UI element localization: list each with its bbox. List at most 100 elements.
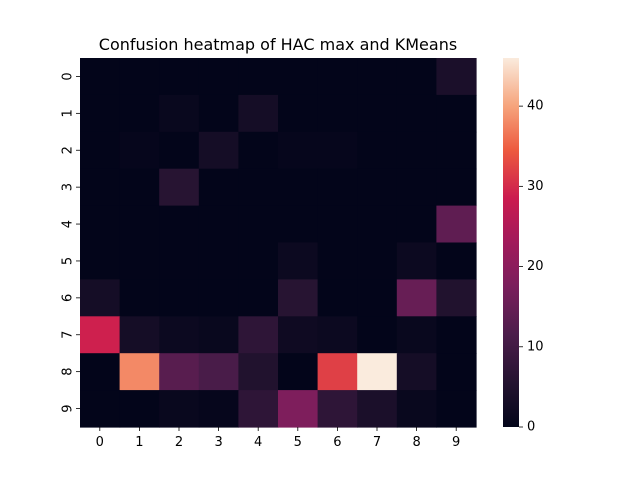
heatmap-cell xyxy=(317,279,358,317)
heatmap-cell xyxy=(436,390,477,428)
heatmap-cell xyxy=(436,58,477,96)
heatmap-cell xyxy=(278,242,319,280)
heatmap-cell xyxy=(238,279,279,317)
heatmap-cell xyxy=(278,390,319,428)
heatmap-cell xyxy=(80,131,121,170)
heatmap-cell xyxy=(436,94,477,133)
colorbar-ticks: 0 10 20 30 40 xyxy=(519,99,544,435)
heatmap-cell xyxy=(159,205,200,244)
y-tick-label: 3 xyxy=(61,183,76,191)
heatmap-cell xyxy=(198,94,239,133)
heatmap-cell xyxy=(396,205,437,244)
chart-title: Confusion heatmap of HAC max and KMeans xyxy=(99,35,457,54)
heatmap-cell xyxy=(238,205,279,244)
heatmap-cell xyxy=(238,242,279,280)
x-tick-label: 0 xyxy=(96,435,104,450)
heatmap-cell xyxy=(278,279,319,317)
heatmap-cell xyxy=(159,94,200,133)
heatmap-cell xyxy=(357,58,398,96)
heatmap-cell xyxy=(238,316,279,354)
heatmap-cell xyxy=(198,58,239,96)
heatmap-cell xyxy=(436,279,477,317)
heatmap-cell xyxy=(317,205,358,244)
heatmap-cell xyxy=(119,242,160,280)
heatmap-cell xyxy=(357,390,398,428)
heatmap-cell xyxy=(80,353,121,391)
heatmap-cell xyxy=(436,205,477,244)
heatmap-cell xyxy=(317,316,358,354)
heatmap-cell xyxy=(159,242,200,280)
heatmap-cell xyxy=(436,242,477,280)
heatmap-cell xyxy=(317,242,358,280)
heatmap-cell xyxy=(278,205,319,244)
heatmap-cell xyxy=(396,242,437,280)
heatmap-cell xyxy=(159,390,200,428)
heatmap-cell xyxy=(119,168,160,207)
y-axis-ticks: 0 1 2 3 4 5 6 7 8 9 xyxy=(61,72,80,413)
y-tick-label: 1 xyxy=(61,109,76,117)
heatmap-cell xyxy=(80,242,121,280)
heatmap-cell xyxy=(159,131,200,170)
colorbar xyxy=(503,58,519,427)
heatmap-cell xyxy=(278,316,319,354)
x-tick-label: 9 xyxy=(452,435,460,450)
heatmap-cell xyxy=(396,353,437,391)
heatmap-cell xyxy=(317,94,358,133)
heatmap-cell xyxy=(238,131,279,170)
heatmap-cell xyxy=(119,94,160,133)
heatmap-cell xyxy=(119,279,160,317)
heatmap-cell xyxy=(317,390,358,428)
x-tick-label: 8 xyxy=(412,435,420,450)
heatmap-cell xyxy=(80,390,121,428)
y-tick-label: 8 xyxy=(61,368,76,376)
heatmap-cell xyxy=(119,205,160,244)
heatmap-cell xyxy=(396,94,437,133)
x-axis-ticks: 0 1 2 3 4 5 6 7 8 9 xyxy=(96,427,460,450)
heatmap-cell xyxy=(278,58,319,96)
heatmap-cells xyxy=(80,58,477,428)
heatmap-cell xyxy=(278,353,319,391)
heatmap-cell xyxy=(357,316,398,354)
heatmap-cell xyxy=(436,316,477,354)
x-tick-label: 3 xyxy=(214,435,222,450)
heatmap-cell xyxy=(80,94,121,133)
colorbar-tick-label: 0 xyxy=(527,420,535,435)
heatmap-cell xyxy=(80,316,121,354)
heatmap-cell xyxy=(317,58,358,96)
heatmap-cell xyxy=(80,58,121,96)
heatmap-cell xyxy=(278,131,319,170)
heatmap-cell xyxy=(119,390,160,428)
heatmap-cell xyxy=(357,242,398,280)
x-tick-label: 4 xyxy=(254,435,262,450)
heatmap-cell xyxy=(198,168,239,207)
heatmap-cell xyxy=(238,58,279,96)
colorbar-tick-label: 20 xyxy=(527,259,544,274)
colorbar-tick-label: 10 xyxy=(527,339,544,354)
heatmap-cell xyxy=(119,58,160,96)
heatmap-cell xyxy=(317,131,358,170)
heatmap-cell xyxy=(198,279,239,317)
y-tick-label: 2 xyxy=(61,146,76,154)
heatmap-cell xyxy=(396,58,437,96)
x-tick-label: 6 xyxy=(333,435,341,450)
heatmap-cell xyxy=(317,168,358,207)
y-tick-label: 0 xyxy=(61,72,76,80)
y-tick-label: 9 xyxy=(61,404,76,412)
heatmap-cell xyxy=(198,242,239,280)
heatmap-cell xyxy=(198,390,239,428)
heatmap-cell xyxy=(159,168,200,207)
heatmap-cell xyxy=(396,279,437,317)
heatmap-cell xyxy=(357,353,398,391)
heatmap-cell xyxy=(436,353,477,391)
heatmap-cell xyxy=(159,279,200,317)
heatmap-cell xyxy=(238,390,279,428)
heatmap-cell xyxy=(238,353,279,391)
heatmap-cell xyxy=(436,131,477,170)
heatmap-cell xyxy=(357,168,398,207)
heatmap-cell xyxy=(80,168,121,207)
heatmap-cell xyxy=(119,353,160,391)
heatmap-cell xyxy=(159,58,200,96)
y-tick-label: 7 xyxy=(61,331,76,339)
heatmap-cell xyxy=(357,94,398,133)
